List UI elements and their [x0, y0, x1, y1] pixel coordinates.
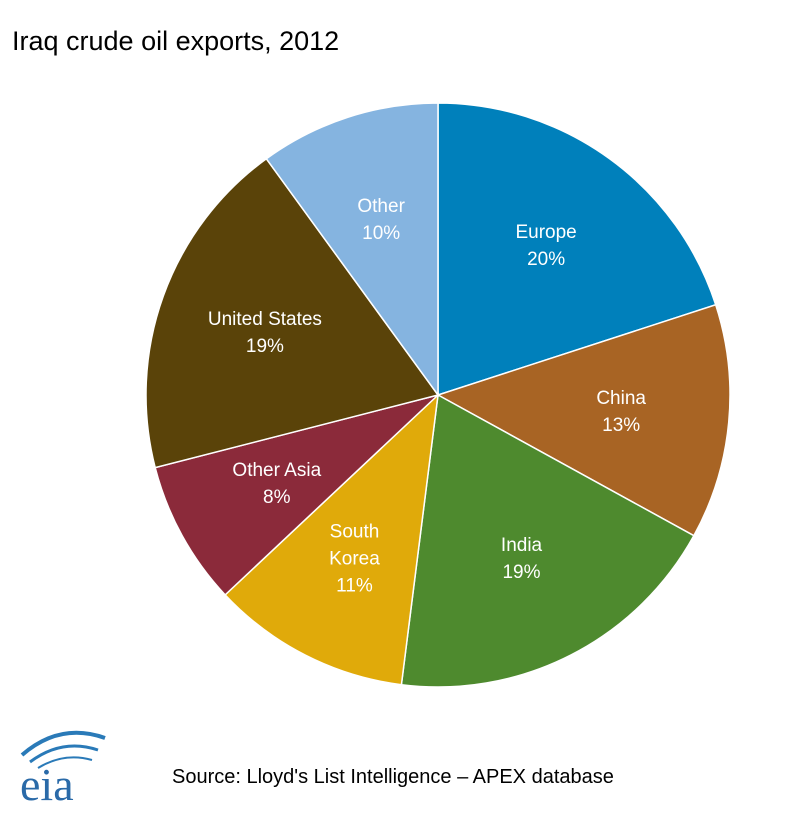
- slice-value: 8%: [263, 486, 291, 508]
- slice-label: United States 19%: [208, 306, 322, 360]
- pie-slice: [154, 394, 439, 596]
- slice-label: India 19%: [501, 532, 542, 586]
- logo-arc: [29, 744, 99, 764]
- slice-category: Europe: [515, 222, 577, 244]
- slice-category: United States: [207, 308, 322, 330]
- slice-value: 20%: [527, 249, 566, 271]
- slice-value: 11%: [336, 575, 373, 597]
- slice-label: South Korea 11%: [319, 518, 389, 599]
- logo-arc: [37, 756, 93, 769]
- slice-label: Other Asia 8%: [232, 457, 321, 511]
- slice-value: 19%: [245, 335, 284, 357]
- slice-value: 10%: [362, 223, 401, 245]
- slice-value: 13%: [602, 415, 641, 437]
- pie-slice: [437, 102, 717, 397]
- slice-category: Other Asia: [232, 459, 322, 481]
- logo: eia: [20, 730, 106, 810]
- slice-category: Other: [357, 196, 405, 218]
- slice-value: 19%: [502, 561, 541, 583]
- slice-label: China 13%: [596, 385, 646, 439]
- pie-slice: [400, 393, 695, 688]
- pie-slice: [145, 157, 440, 469]
- slice-category: China: [596, 388, 646, 410]
- chart-title: Iraq crude oil exports, 2012: [12, 26, 339, 56]
- logo-text: eia: [20, 759, 74, 810]
- slice-category: South Korea: [329, 521, 380, 570]
- pie-slice: [436, 303, 731, 537]
- slice-category: India: [500, 534, 543, 556]
- slice-label: Other 10%: [357, 193, 405, 247]
- source: Source: Lloyd's List Intelligence – APEX…: [172, 766, 614, 788]
- pie-slice: [224, 393, 440, 686]
- logo-arc: [20, 730, 106, 757]
- pie-slice: [265, 102, 439, 398]
- slice-label: Europe 20%: [515, 219, 576, 273]
